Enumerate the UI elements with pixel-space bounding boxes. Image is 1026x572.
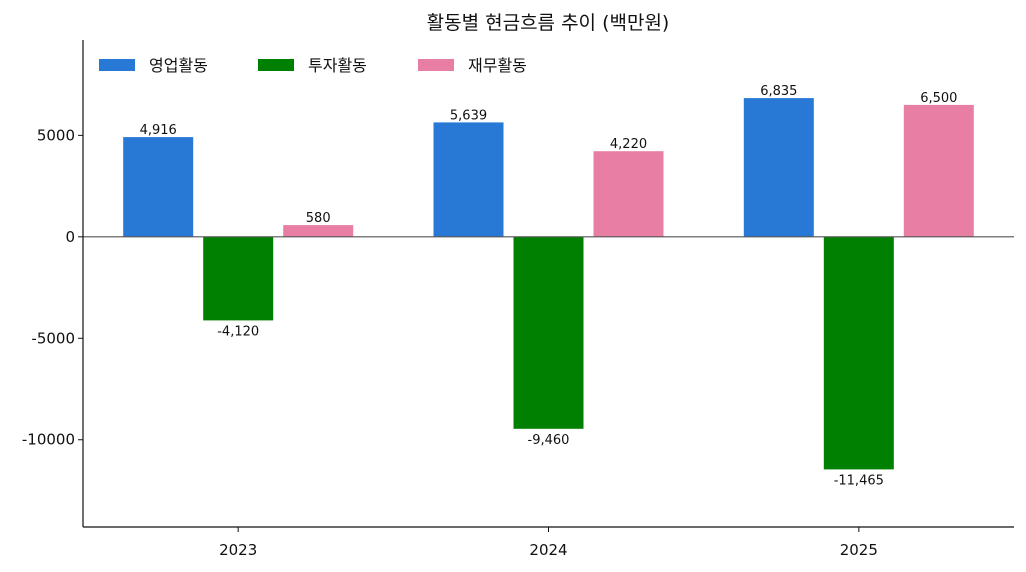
data-label: -9,460 [528, 433, 570, 448]
data-label: -4,120 [217, 324, 259, 339]
legend-label: 투자활동 [308, 56, 367, 75]
bar-투자활동-2025 [823, 236, 894, 470]
y-tick-label: 0 [65, 228, 75, 246]
legend-label: 재무활동 [468, 56, 527, 75]
data-label: -11,465 [834, 474, 884, 489]
x-tick-label: 2024 [529, 541, 567, 559]
legend-label: 영업활동 [149, 56, 208, 75]
bar-재무활동-2024 [593, 151, 664, 237]
bar-투자활동-2024 [513, 236, 584, 429]
data-label: 4,220 [610, 137, 647, 152]
bar-재무활동-2023 [283, 225, 354, 237]
bar-재무활동-2025 [903, 104, 974, 237]
bar-영업활동-2025 [743, 98, 814, 237]
data-label: 4,916 [140, 123, 177, 138]
legend-swatch-투자활동 [258, 59, 294, 71]
data-label: 6,835 [760, 84, 797, 99]
plot-area: 4,916 -4,120 580 5,639 -9,460 4,220 6,835 -11,4… [22, 40, 1014, 559]
legend: 영업활동 투자활동 재무활동 [99, 56, 527, 75]
y-tick-label: -10000 [22, 431, 75, 449]
data-label: 5,639 [450, 108, 487, 123]
y-tick-label: 5000 [37, 126, 75, 144]
bar-투자활동-2023 [203, 236, 274, 321]
legend-swatch-영업활동 [99, 59, 135, 71]
x-tick-label: 2025 [840, 541, 878, 559]
chart-title: 활동별 현금흐름 추이 (백만원) [427, 12, 670, 34]
legend-swatch-재무활동 [418, 59, 454, 71]
data-label: 580 [306, 211, 331, 226]
bar-영업활동-2024 [433, 122, 504, 237]
bar-영업활동-2023 [123, 137, 194, 237]
x-tick-label: 2023 [219, 541, 257, 559]
y-tick-label: -5000 [31, 329, 75, 347]
data-label: 6,500 [920, 91, 957, 106]
